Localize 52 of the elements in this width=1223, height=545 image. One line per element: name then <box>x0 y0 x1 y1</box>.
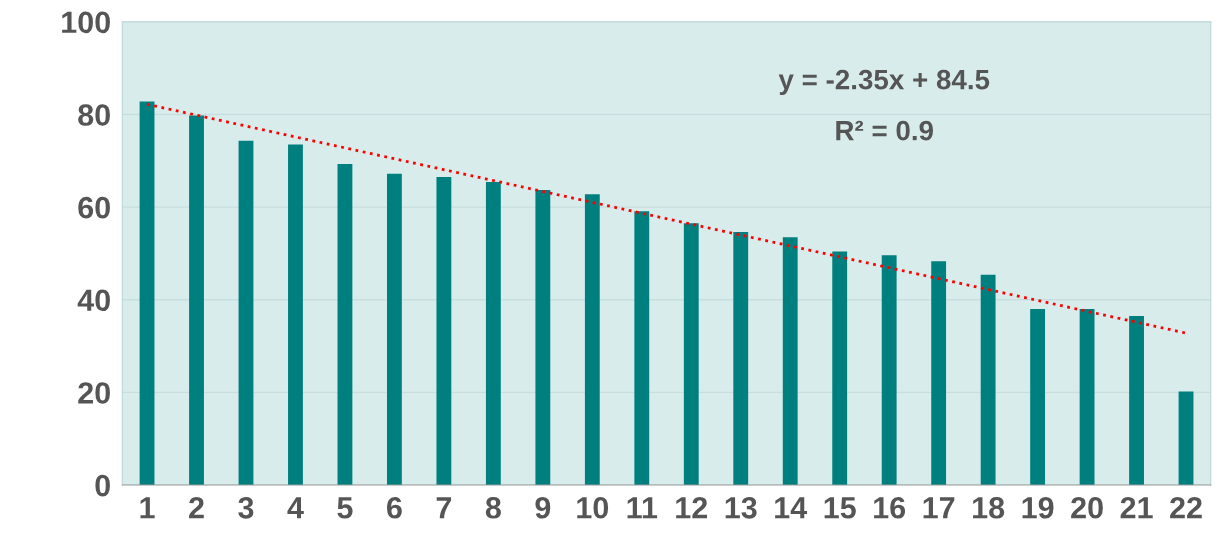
bar <box>288 144 303 486</box>
x-tick-label: 2 <box>189 496 204 519</box>
x-tick-label: 14 <box>775 497 808 519</box>
bar <box>584 194 600 486</box>
x-tick-label: 10 <box>577 496 609 519</box>
y-tick-label: 40 <box>77 289 110 312</box>
bar <box>1079 309 1095 486</box>
y-tick-label: 60 <box>78 196 110 219</box>
x-tick-label: 8 <box>485 496 501 519</box>
bar <box>238 140 254 486</box>
x-tick-label: 15 <box>824 497 856 519</box>
x-tick-label: 22 <box>1170 496 1202 519</box>
annotation: y = -2.35x + 84.5 <box>778 69 990 95</box>
bar <box>683 223 699 486</box>
x-tick-label: 7 <box>436 497 452 519</box>
bar <box>139 101 155 486</box>
bar <box>337 164 353 486</box>
annotation: R² = 0.9 <box>836 120 933 141</box>
bar <box>189 115 204 486</box>
x-tick-label: 1 <box>140 497 155 519</box>
x-tick-label: 5 <box>337 497 353 519</box>
y-tick-label: 80 <box>78 104 110 126</box>
x-tick-label: 12 <box>676 496 708 519</box>
bar <box>980 274 996 486</box>
x-tick-label: 20 <box>1071 496 1103 519</box>
bar <box>436 176 452 486</box>
y-tick-label: 20 <box>78 382 110 404</box>
x-tick-label: 21 <box>1120 496 1153 519</box>
bar <box>881 255 897 486</box>
x-tick-label: 11 <box>627 497 658 519</box>
bar <box>1129 315 1144 486</box>
x-tick-label: 18 <box>973 496 1005 519</box>
x-tick-label: 17 <box>923 497 955 519</box>
y-tick-label: 0 <box>95 474 110 497</box>
x-tick-label: 16 <box>874 496 906 519</box>
bar <box>535 189 551 486</box>
x-tick-label: 19 <box>1022 496 1054 519</box>
bar <box>782 237 798 486</box>
bar <box>832 251 848 486</box>
y-tick-label: 100 <box>62 11 110 34</box>
bar <box>634 211 650 486</box>
bar <box>931 261 947 486</box>
bar <box>1178 391 1194 486</box>
x-tick-label: 13 <box>725 496 757 519</box>
x-tick-label: 4 <box>287 497 304 519</box>
x-tick-label: 3 <box>238 496 254 519</box>
bar <box>1030 309 1046 486</box>
bar <box>485 182 501 486</box>
x-tick-label: 6 <box>387 496 402 519</box>
x-tick-label: 9 <box>535 496 551 519</box>
bar <box>733 232 749 486</box>
bar <box>387 173 402 486</box>
